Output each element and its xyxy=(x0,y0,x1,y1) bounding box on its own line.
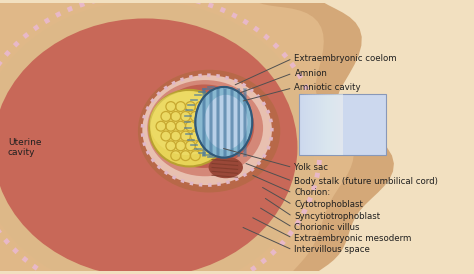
Bar xyxy=(340,94,343,155)
Bar xyxy=(301,94,343,155)
Bar xyxy=(300,94,343,155)
Text: Body stalk (future umbilical cord): Body stalk (future umbilical cord) xyxy=(294,177,438,186)
Ellipse shape xyxy=(209,157,243,178)
Text: Syncytiotrophoblast: Syncytiotrophoblast xyxy=(294,212,381,221)
Polygon shape xyxy=(0,0,394,274)
Text: Intervillous space: Intervillous space xyxy=(294,246,370,254)
Bar xyxy=(306,94,343,155)
Bar xyxy=(209,88,213,157)
Ellipse shape xyxy=(195,87,252,158)
Bar xyxy=(223,88,227,157)
Bar xyxy=(244,88,247,157)
Bar xyxy=(323,94,343,155)
Bar xyxy=(334,94,343,155)
Bar xyxy=(216,88,220,157)
Bar xyxy=(308,94,343,155)
Bar xyxy=(336,94,343,155)
Text: Cytotrophoblast: Cytotrophoblast xyxy=(294,200,364,209)
Bar xyxy=(312,94,343,155)
Bar xyxy=(315,94,343,155)
Text: Chorion:: Chorion: xyxy=(294,189,331,198)
Ellipse shape xyxy=(204,95,247,150)
Bar xyxy=(237,88,240,157)
Bar xyxy=(329,94,343,155)
Ellipse shape xyxy=(142,75,272,185)
Bar xyxy=(230,88,234,157)
Text: Extraembryonic mesoderm: Extraembryonic mesoderm xyxy=(294,234,412,242)
Ellipse shape xyxy=(147,80,263,176)
Text: Chorionic villus: Chorionic villus xyxy=(294,223,360,232)
Text: Yolk sac: Yolk sac xyxy=(294,163,328,172)
Ellipse shape xyxy=(0,18,297,274)
Bar xyxy=(325,94,343,155)
Bar xyxy=(317,94,343,155)
Text: Extraembryonic coelom: Extraembryonic coelom xyxy=(294,54,397,63)
Polygon shape xyxy=(0,0,354,274)
Ellipse shape xyxy=(0,1,314,274)
Ellipse shape xyxy=(150,91,223,155)
Ellipse shape xyxy=(154,84,254,168)
Bar xyxy=(202,88,206,157)
Bar xyxy=(304,94,343,155)
Text: Amnion: Amnion xyxy=(294,69,328,78)
Ellipse shape xyxy=(138,70,280,192)
Text: Amniotic cavity: Amniotic cavity xyxy=(294,83,361,92)
Bar xyxy=(321,94,343,155)
Bar xyxy=(319,94,343,155)
Bar xyxy=(300,94,386,155)
Bar xyxy=(328,94,343,155)
Bar xyxy=(338,94,343,155)
Bar xyxy=(332,94,343,155)
Bar xyxy=(310,94,343,155)
Text: Uterine
cavity: Uterine cavity xyxy=(8,138,41,158)
Ellipse shape xyxy=(149,90,230,166)
